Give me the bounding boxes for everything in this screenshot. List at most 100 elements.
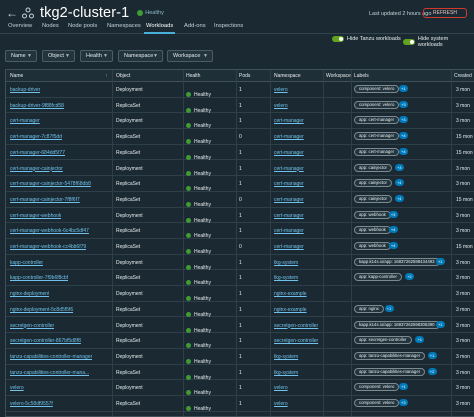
workload-name-link[interactable]: velero-5c58df9557f [10, 401, 53, 407]
more-labels-badge[interactable]: +4 [394, 179, 404, 187]
table-row[interactable]: tanzu-capabilities-controller-manager Dep… [6, 349, 474, 365]
more-labels-badge[interactable]: +1 [398, 85, 408, 92]
col-created[interactable]: Created [454, 73, 472, 79]
col-health[interactable]: Health [186, 73, 201, 79]
workload-name-link[interactable]: cert-manager-7c87f5dd [10, 134, 62, 141]
more-labels-badge[interactable]: +4 [394, 194, 404, 202]
workload-name-link[interactable]: secretgen-controller-867bf5d8f8 [10, 338, 81, 345]
namespace-link[interactable]: nginx-example [274, 291, 307, 298]
tab-inspections[interactable]: Inspections [214, 23, 244, 29]
more-labels-badge[interactable]: +1 [427, 351, 437, 359]
tab-node-pools[interactable]: Node pools [68, 23, 98, 29]
more-labels-badge[interactable]: +4 [388, 242, 398, 249]
workload-name-link[interactable]: nginx-deployment [10, 291, 50, 298]
table-row[interactable]: cert-manager-cainjector-5478f68db8 Replic… [6, 176, 474, 192]
workload-name-link[interactable]: tanzu-capabilities-controller-mana... [10, 369, 90, 376]
table-row[interactable]: cert-manager-webhook-cc4bb6f79 ReplicaSet… [6, 239, 474, 255]
more-labels-badge[interactable]: +1 [384, 304, 394, 312]
more-labels-badge[interactable]: +4 [388, 226, 398, 234]
more-labels-badge[interactable]: +2 [405, 273, 414, 281]
namespace-link[interactable]: cert-manager [274, 134, 304, 141]
table-row[interactable]: nginx-deployment Deployment Healthy 1 nginx-… [6, 286, 474, 302]
workload-name-link[interactable]: kapp-controller-7f9b6f8cbf [10, 275, 69, 282]
workload-name-link[interactable]: cert-manager-webhook-cc4bb6f79 [10, 244, 87, 250]
system-switch[interactable] [403, 39, 415, 45]
more-labels-badge[interactable]: +3 [398, 116, 408, 124]
table-row[interactable]: cert-manager-684dd5f77 ReplicaSet Healthy 1… [6, 145, 474, 161]
workload-name-link[interactable]: cert-manager [10, 118, 40, 125]
more-labels-badge[interactable]: +4 [398, 147, 408, 155]
hide-tanzu-toggle[interactable]: Hide Tanzu workloads [332, 36, 401, 42]
table-row[interactable]: cert-manager-webhook Deployment Healthy 1 ce… [6, 208, 474, 224]
workload-name-link[interactable]: cert-manager-684dd5f77 [10, 149, 66, 156]
table-row[interactable]: cert-manager-7c87f5dd ReplicaSet Healthy 0 c… [6, 129, 474, 145]
table-row[interactable]: backup-driver Deployment Healthy 1 velero com… [6, 82, 474, 98]
col-name[interactable]: Name [10, 73, 24, 79]
filter-name[interactable]: Name ▼ [5, 50, 37, 62]
namespace-link[interactable]: velero [274, 102, 288, 109]
workload-name-link[interactable]: kapp-controller [10, 259, 44, 266]
filter-object[interactable]: Object ▼ [42, 50, 75, 62]
tanzu-switch[interactable] [332, 36, 344, 42]
workload-name-link[interactable]: cert-manager-cainjector-7f8f6f7 [10, 196, 80, 203]
filter-workspace[interactable]: Workspace ▼ [167, 50, 213, 62]
table-row[interactable]: cert-manager-webhook-6c4bc5df47 ReplicaSe… [6, 223, 474, 239]
table-row[interactable]: kapp-controller-7f9b6f8cbf ReplicaSet Heal… [6, 270, 474, 286]
more-labels-badge[interactable]: +3 [398, 399, 408, 406]
more-labels-badge[interactable]: +1 [435, 257, 445, 265]
table-row[interactable]: nginx-deployment-5c8d5f5f6 ReplicaSet Heal… [6, 302, 474, 318]
col-object[interactable]: Object [116, 73, 131, 79]
table-row[interactable]: backup-driver-9f88fcd58 ReplicaSet Healthy… [6, 98, 474, 114]
more-labels-badge[interactable]: +1 [415, 336, 425, 344]
tab-workloads[interactable]: Workloads [143, 23, 176, 34]
namespace-link[interactable]: cert-manager [274, 181, 304, 188]
namespace-link[interactable]: velero [274, 385, 288, 392]
workload-name-link[interactable]: cert-manager-cainjector [10, 165, 63, 172]
namespace-link[interactable]: cert-manager [274, 165, 304, 172]
tab-add-ons[interactable]: Add-ons [184, 23, 206, 29]
table-row[interactable]: velero Deployment Healthy 1 velero component:… [6, 380, 474, 396]
refresh-button[interactable]: REFRESH [423, 8, 467, 18]
namespace-link[interactable]: cert-manager [274, 149, 304, 156]
more-labels-badge[interactable]: +1 [435, 320, 445, 328]
namespace-link[interactable]: cert-manager [274, 244, 304, 250]
col-workspace[interactable]: Workspace [326, 73, 351, 79]
table-row[interactable]: kapp-controller Deployment Healthy 1 tkg-sys… [6, 255, 474, 271]
workload-name-link[interactable]: backup-driver-9f88fcd58 [10, 102, 64, 109]
namespace-link[interactable]: tkg-system [274, 369, 299, 376]
more-labels-badge[interactable]: +3 [388, 210, 398, 218]
workload-name-link[interactable]: nginx-deployment-5c8d5f5f6 [10, 306, 74, 313]
filter-health[interactable]: Health ▼ [80, 50, 113, 62]
more-labels-badge[interactable]: +1 [398, 383, 408, 391]
namespace-link[interactable]: nginx-example [274, 306, 307, 313]
col-labels[interactable]: Labels [354, 73, 369, 79]
namespace-link[interactable]: cert-manager [274, 228, 304, 235]
table-row[interactable]: cert-manager Deployment Healthy 1 cert-manag… [6, 113, 474, 129]
workload-name-link[interactable]: secretgen-controller [10, 322, 55, 329]
more-labels-badge[interactable]: +4 [398, 132, 408, 140]
more-labels-badge[interactable]: +3 [398, 100, 408, 108]
namespace-link[interactable]: tkg-system [274, 353, 299, 360]
back-arrow-icon[interactable]: ← [6, 6, 18, 20]
filter-namespace[interactable]: Namespace ▼ [118, 50, 163, 62]
table-row[interactable] [6, 412, 474, 416]
tab-nodes[interactable]: Nodes [42, 23, 59, 29]
table-row[interactable]: secretgen-controller Deployment Healthy 1 se… [6, 318, 474, 334]
col-namespace[interactable]: Namespace [274, 73, 301, 79]
sort-icon[interactable]: ↑ [105, 73, 108, 79]
table-row[interactable]: secretgen-controller-867bf5d8f8 ReplicaSe… [6, 333, 474, 349]
namespace-link[interactable]: secretgen-controller [274, 322, 319, 329]
workload-name-link[interactable]: tanzu-capabilities-controller-manager [10, 353, 93, 360]
namespace-link[interactable]: velero [274, 401, 288, 407]
more-labels-badge[interactable]: +3 [394, 163, 404, 171]
namespace-link[interactable]: tkg-system [274, 275, 299, 282]
workload-name-link[interactable]: cert-manager-webhook [10, 212, 62, 219]
table-row[interactable]: tanzu-capabilities-controller-mana... Rep… [6, 365, 474, 381]
workload-name-link[interactable]: cert-manager-cainjector-5478f68db8 [10, 181, 91, 188]
workload-name-link[interactable]: cert-manager-webhook-6c4bc5df47 [10, 228, 89, 235]
workload-name-link[interactable]: velero [10, 385, 24, 392]
table-row[interactable]: velero-5c58df9557f ReplicaSet Healthy 1 vele… [6, 396, 474, 412]
table-row[interactable]: cert-manager-cainjector-7f8f6f7 ReplicaSe… [6, 192, 474, 208]
workload-name-link[interactable]: backup-driver [10, 87, 41, 93]
namespace-link[interactable]: cert-manager [274, 196, 304, 203]
